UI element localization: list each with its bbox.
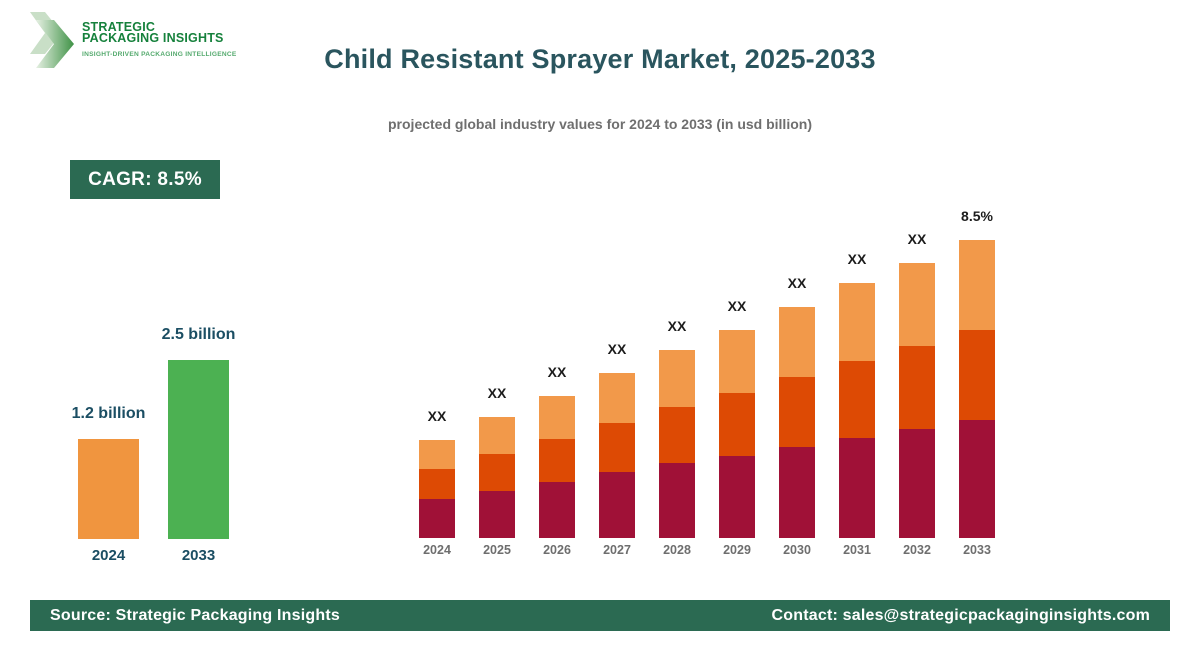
stacked-bar-column: XX 2024 [419, 408, 455, 558]
page-title: Child Resistant Sprayer Market, 2025-203… [324, 44, 876, 74]
stacked-year-label: 2024 [423, 543, 451, 557]
summary-bar-chart: 1.2 billion 2024 2.5 billion 2033 [72, 326, 236, 565]
stacked-bar-segment-top [779, 307, 815, 377]
stacked-bar [479, 417, 515, 538]
summary-year-label: 2033 [181, 547, 216, 564]
stacked-bar-segment-middle [839, 361, 875, 438]
stacked-value-label: XX [547, 364, 567, 380]
stacked-value-label: XX [427, 408, 447, 424]
stacked-bar-column: XX 2029 [719, 298, 755, 558]
summary-year-label: 2024 [91, 547, 126, 564]
stacked-value-label: XX [667, 318, 687, 334]
stacked-year-label: 2033 [963, 543, 991, 557]
stacked-bar-column: XX 2027 [599, 341, 635, 558]
stacked-year-label: 2031 [843, 543, 871, 557]
stacked-bar-segment-top [839, 283, 875, 361]
stacked-bar-segment-middle [899, 346, 935, 429]
page-subtitle: projected global industry values for 202… [388, 116, 812, 132]
stacked-value-label: 8.5% [961, 208, 993, 224]
stacked-bar-segment-middle [479, 454, 515, 491]
stacked-year-label: 2030 [783, 543, 811, 557]
stacked-bar [839, 283, 875, 538]
stacked-bar [959, 240, 995, 538]
summary-value-label: 2.5 billion [161, 326, 236, 343]
stacked-bar-segment-middle [539, 439, 575, 482]
logo-tagline: INSIGHT-DRIVEN PACKAGING INTELLIGENCE [82, 51, 237, 58]
stacked-bar-segment-bottom [539, 482, 575, 538]
stacked-bar-segment-bottom [959, 420, 995, 538]
stacked-bar-segment-bottom [479, 491, 515, 538]
summary-value-label: 1.2 billion [71, 405, 146, 422]
cagr-badge: CAGR: 8.5% [70, 160, 220, 199]
stacked-bar-segment-bottom [599, 472, 635, 538]
stacked-bar-segment-top [539, 396, 575, 439]
summary-bar-column: 1.2 billion 2024 [72, 405, 146, 565]
stacked-value-label: XX [487, 385, 507, 401]
stacked-bar-segment-bottom [839, 438, 875, 538]
stacked-value-label: XX [607, 341, 627, 357]
stacked-bar-segment-middle [779, 377, 815, 447]
stacked-bar-column: XX 2026 [539, 364, 575, 558]
footer-contact: Contact: sales@strategicpackaginginsight… [771, 606, 1150, 624]
summary-bar [168, 360, 229, 539]
stacked-bar-segment-middle [599, 423, 635, 472]
stacked-year-label: 2027 [603, 543, 631, 557]
logo: STRATEGIC PACKAGING INSIGHTS INSIGHT-DRI… [28, 10, 237, 70]
stacked-value-label: XX [727, 298, 747, 314]
stacked-bar [719, 330, 755, 538]
stacked-bar [419, 440, 455, 538]
stacked-bar-column: XX 2028 [659, 318, 695, 558]
stacked-bar-segment-top [719, 330, 755, 393]
stacked-bar-segment-middle [719, 393, 755, 456]
stacked-bar-segment-bottom [419, 499, 455, 538]
stacked-bar [659, 350, 695, 538]
stacked-bar-column: XX 2030 [779, 275, 815, 558]
logo-name-line2: PACKAGING INSIGHTS [82, 31, 224, 45]
stacked-year-label: 2025 [483, 543, 511, 557]
stacked-year-label: 2032 [903, 543, 931, 557]
stacked-bar-chart: XX 2024 XX 2025 XX 2026 XX 2027 XX 2028 XX 2029 XX 20… [419, 208, 995, 558]
stacked-bar-segment-middle [959, 330, 995, 420]
stacked-value-label: XX [787, 275, 807, 291]
stacked-value-label: XX [907, 231, 927, 247]
logo-text: STRATEGIC PACKAGING INSIGHTS INSIGHT-DRI… [82, 10, 237, 58]
stacked-bar-column: 8.5% 2033 [959, 208, 995, 558]
summary-bar-column: 2.5 billion 2033 [162, 326, 236, 565]
stacked-bar-segment-top [959, 240, 995, 330]
stacked-bar-segment-top [479, 417, 515, 454]
summary-bar [78, 439, 139, 539]
stacked-year-label: 2026 [543, 543, 571, 557]
stacked-bar-segment-top [419, 440, 455, 469]
stacked-bar-segment-top [659, 350, 695, 407]
stacked-bar-segment-middle [419, 469, 455, 499]
stacked-value-label: XX [847, 251, 867, 267]
stacked-bar-segment-bottom [719, 456, 755, 538]
stacked-bar [899, 263, 935, 538]
footer-bar: Source: Strategic Packaging Insights Con… [30, 600, 1170, 631]
stacked-bar [539, 396, 575, 538]
stacked-bar-column: XX 2032 [899, 231, 935, 558]
stacked-bar [599, 373, 635, 538]
footer-source: Source: Strategic Packaging Insights [50, 606, 340, 624]
logo-name-line1: STRATEGIC [82, 20, 156, 34]
stacked-bar-segment-middle [659, 407, 695, 463]
stacked-bar-segment-bottom [659, 463, 695, 538]
stacked-bar-segment-bottom [899, 429, 935, 538]
stacked-bar-column: XX 2031 [839, 251, 875, 558]
stacked-year-label: 2029 [723, 543, 751, 557]
stacked-bar-segment-bottom [779, 447, 815, 538]
stacked-bar-segment-top [599, 373, 635, 423]
stacked-bar-segment-top [899, 263, 935, 346]
stacked-bar [779, 307, 815, 538]
logo-arrow-icon [30, 12, 74, 68]
stacked-bar-column: XX 2025 [479, 385, 515, 558]
stacked-year-label: 2028 [663, 543, 691, 557]
